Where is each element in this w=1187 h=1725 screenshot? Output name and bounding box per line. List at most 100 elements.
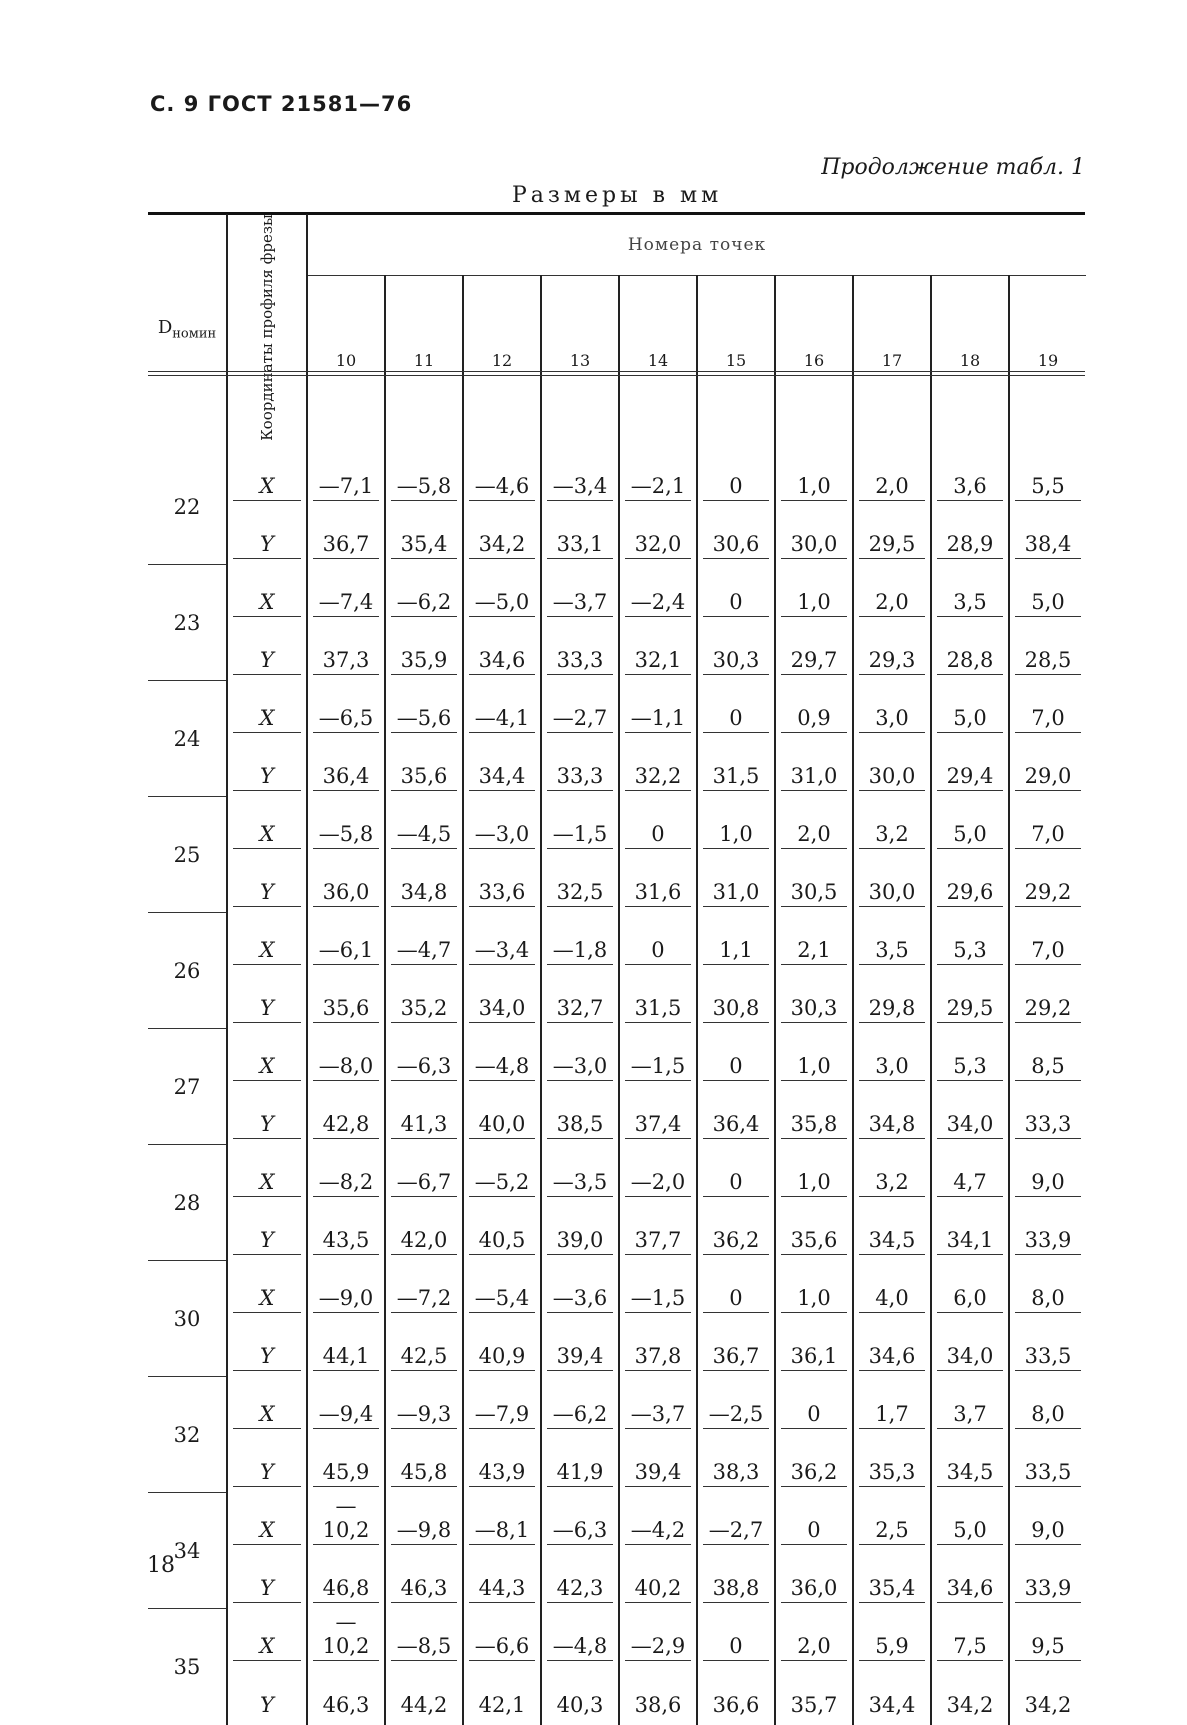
coordinate-value-cell: —7,9 [462,1376,541,1435]
coordinate-value-cell: 36,7 [306,506,385,565]
coordinate-value-cell: —4,5 [384,796,463,855]
table-row: 32 X —9,4 —9,3 —7,9 —6,2 —3,7 —2,5 0 1,7 3,7 8,0 [148,1376,1086,1494]
coordinate-axis-cell: Y [227,506,308,565]
coordinate-value-cell: 30,5 [774,854,853,913]
coordinate-value-cell: —3,5 [540,1144,619,1203]
coordinate-value-cell: —6,7 [384,1144,463,1203]
coordinate-value-cell: 1,7 [852,1376,931,1435]
coordinate-value-cell: —5,8 [384,444,463,507]
coordinate-value-cell: —8,2 [306,1144,385,1203]
coordinate-value-cell: 33,6 [462,854,541,913]
coordinate-value-cell: 29,5 [930,970,1009,1029]
coordinate-axis-cell: X [227,912,308,971]
coordinate-value-cell: 5,5 [1008,444,1086,507]
coordinate-value-cell: —5,6 [384,680,463,739]
coordinate-value-cell: 29,5 [852,506,931,565]
coordinate-value-cell: 7,0 [1008,912,1086,971]
coordinate-value-cell: 1,0 [696,796,775,855]
coordinate-value-cell: —5,2 [462,1144,541,1203]
coordinate-value-cell: 41,3 [384,1086,463,1145]
d-nominal-cell: 22 [148,444,228,566]
coordinate-axis-cell: X [227,1144,308,1203]
coordinate-value-cell: —10,2 [306,1608,385,1667]
coordinate-value-cell: 1,0 [774,564,853,623]
coordinate-value-cell: 5,0 [930,796,1009,855]
table-top-rule [148,212,1085,215]
coordinate-value-cell: 29,6 [930,854,1009,913]
table-row: Y 43,5 42,0 40,5 39,0 37,7 36,2 35,6 34,5 34,1 33,… [148,1202,1086,1261]
d-nominal-cell: 34 [148,1492,228,1610]
coordinate-value-cell: 34,5 [852,1202,931,1261]
coordinate-value-cell: 34,0 [462,970,541,1029]
coordinate-value-cell: —5,0 [462,564,541,623]
coordinate-value-cell: 36,0 [306,854,385,913]
coordinate-value-cell: 36,2 [696,1202,775,1261]
table-row: 24 X —6,5 —5,6 —4,1 —2,7 —1,1 0 0,9 3,0 5,0 7,0 [148,680,1086,798]
table-row: Y 46,8 46,3 44,3 42,3 40,2 38,8 36,0 35,4 34,6 33,… [148,1550,1086,1609]
coordinate-value-cell: 0 [696,444,775,507]
table-row: Y 42,8 41,3 40,0 38,5 37,4 36,4 35,8 34,8 34,0 33,… [148,1086,1086,1145]
coordinate-value-cell: 3,0 [852,1028,931,1087]
coordinate-value-cell: 8,5 [1008,1028,1086,1087]
coordinate-value-cell: 32,5 [540,854,619,913]
d-nominal-cell: 30 [148,1260,228,1378]
coordinate-value-cell: 3,2 [852,796,931,855]
coordinate-axis-cell: X [227,444,308,507]
coordinate-value-cell: 45,9 [306,1434,385,1493]
coordinate-value-cell: 40,5 [462,1202,541,1261]
coordinate-value-cell: —1,5 [618,1260,697,1319]
coordinate-value-cell: 7,0 [1008,796,1086,855]
coordinate-value-cell: 36,0 [774,1550,853,1609]
coordinate-value-cell: 35,6 [306,970,385,1029]
coordinate-value-cell: 33,9 [1008,1202,1086,1261]
coordinate-value-cell: 36,2 [774,1434,853,1493]
coordinate-value-cell: 44,3 [462,1550,541,1609]
coordinate-value-cell: 31,0 [774,738,853,797]
coordinate-value-cell: 5,3 [930,1028,1009,1087]
coordinate-axis-cell: X [227,1492,308,1551]
coordinate-value-cell: —6,2 [540,1376,619,1435]
coordinate-value-cell: 0 [696,680,775,739]
coordinate-value-cell: 1,1 [696,912,775,971]
document-reference: С. 9 ГОСТ 21581—76 [150,92,413,116]
coordinate-value-cell: 33,1 [540,506,619,565]
coordinate-value-cell: 37,3 [306,622,385,681]
coordinate-axis-cell: Y [227,1666,308,1725]
coordinate-value-cell: —3,7 [540,564,619,623]
coordinate-value-cell: 28,8 [930,622,1009,681]
coordinate-value-cell: 0 [696,1028,775,1087]
table-row: Y 44,1 42,5 40,9 39,4 37,8 36,7 36,1 34,6 34,0 33,… [148,1318,1086,1377]
coordinate-value-cell: 40,3 [540,1666,619,1725]
coordinate-value-cell: —9,0 [306,1260,385,1319]
point-number-header: 13 [540,275,619,445]
coordinate-value-cell: 36,4 [306,738,385,797]
coordinate-value-cell: 35,4 [852,1550,931,1609]
coordinate-value-cell: 5,0 [930,680,1009,739]
coordinate-value-cell: —8,1 [462,1492,541,1551]
coordinate-value-cell: 34,4 [852,1666,931,1725]
coordinate-value-cell: 31,5 [618,970,697,1029]
table-row: 34 X —10,2 —9,8 —8,1 —6,3 —4,2 —2,7 0 2,5 5,0 9,0 [148,1492,1086,1610]
coordinate-axis-cell: X [227,1376,308,1435]
coordinate-value-cell: 34,8 [384,854,463,913]
coordinate-value-cell: 34,4 [462,738,541,797]
coordinate-value-cell: 0 [618,796,697,855]
coordinate-value-cell: 32,7 [540,970,619,1029]
coordinate-value-cell: 28,5 [1008,622,1086,681]
coordinate-axis-cell: X [227,1608,308,1667]
point-number-header: 18 [930,275,1009,445]
d-nominal-cell: 27 [148,1028,228,1146]
coordinate-value-cell: —7,2 [384,1260,463,1319]
coordinate-value-cell: 3,0 [852,680,931,739]
coordinate-value-cell: —5,4 [462,1260,541,1319]
coordinate-value-cell: —10,2 [306,1492,385,1551]
coordinate-axis-cell: Y [227,854,308,913]
coordinate-value-cell: —3,7 [618,1376,697,1435]
coordinate-value-cell: 40,0 [462,1086,541,1145]
coordinate-value-cell: 5,0 [1008,564,1086,623]
coordinate-value-cell: 3,6 [930,444,1009,507]
coordinate-value-cell: 36,6 [696,1666,775,1725]
table-row: Y 36,0 34,8 33,6 32,5 31,6 31,0 30,5 30,0 29,6 29,… [148,854,1086,913]
coordinate-value-cell: —6,5 [306,680,385,739]
coordinate-value-cell: 45,8 [384,1434,463,1493]
